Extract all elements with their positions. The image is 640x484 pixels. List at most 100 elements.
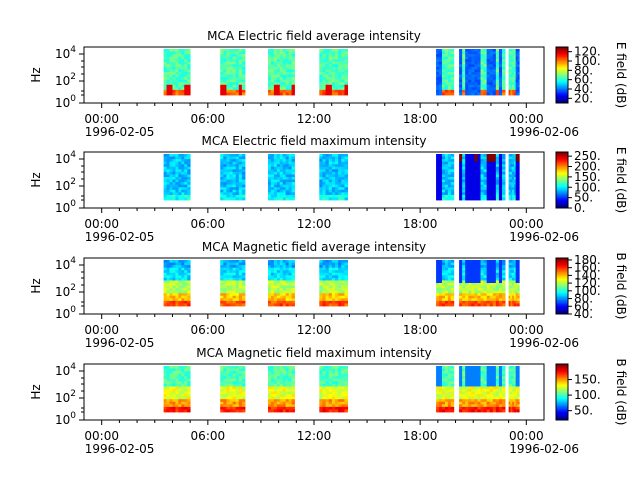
spectrogram-cell <box>465 401 469 405</box>
spectrogram-cell <box>474 300 478 304</box>
spectrogram-cell <box>169 373 173 377</box>
spectrogram-cell <box>178 371 182 375</box>
spectrogram-cell <box>175 267 179 271</box>
spectrogram-cell <box>471 295 475 299</box>
spectrogram-cell <box>515 409 518 413</box>
spectrogram-cell <box>436 300 440 304</box>
spectrogram-cell <box>325 298 330 302</box>
spectrogram-cell <box>238 159 243 163</box>
spectrogram-cell <box>512 54 515 58</box>
spectrogram-cell <box>181 84 185 88</box>
spectrogram-cell <box>273 54 278 58</box>
spectrogram-cell <box>465 293 469 297</box>
spectrogram-cell <box>471 399 475 403</box>
spectrogram-cell <box>169 194 173 198</box>
spectrogram-cell <box>331 182 336 186</box>
spectrogram-cell <box>459 61 463 65</box>
spectrogram-cell <box>226 82 230 86</box>
spectrogram-cell <box>279 371 284 375</box>
spectrogram-cell <box>223 262 227 266</box>
spectrogram-cell <box>325 272 330 276</box>
spectrogram-cell <box>181 77 185 81</box>
spectrogram-cell <box>288 84 292 88</box>
spectrogram-cell <box>331 285 336 289</box>
spectrogram-cell <box>498 49 503 52</box>
spectrogram-cell <box>241 295 246 299</box>
spectrogram-cell <box>486 87 491 91</box>
spectrogram-cell <box>492 371 497 375</box>
spectrogram-cell <box>241 298 246 302</box>
spectrogram-cell <box>468 373 472 377</box>
spectrogram-cell <box>331 394 336 398</box>
spectrogram-cell <box>513 156 517 160</box>
spectrogram-cell <box>184 298 188 302</box>
spectrogram-cell <box>498 169 503 173</box>
spectrogram-cell <box>474 179 478 183</box>
spectrogram-cell <box>181 275 185 279</box>
spectrogram-cell <box>439 396 443 400</box>
colorbar-swatch <box>556 294 568 297</box>
spectrogram-cell <box>175 179 179 183</box>
spectrogram-cell <box>169 295 173 299</box>
spectrogram-cell <box>480 77 485 81</box>
spectrogram-cell <box>344 394 349 398</box>
spectrogram-cell <box>510 61 513 65</box>
spectrogram-cell <box>517 381 520 385</box>
spectrogram-cell <box>515 82 518 86</box>
spectrogram-cell <box>226 288 230 292</box>
spectrogram-cell <box>229 51 234 55</box>
spectrogram-cell <box>181 197 185 201</box>
spectrogram-cell <box>462 177 466 180</box>
spectrogram-cell <box>268 283 272 286</box>
spectrogram-cell <box>235 72 240 75</box>
spectrogram-cell <box>341 164 345 168</box>
spectrogram-cell <box>480 368 485 372</box>
spectrogram-cell <box>288 280 292 284</box>
spectrogram-cell <box>241 262 246 266</box>
spectrogram-cell <box>241 194 246 198</box>
spectrogram-cell <box>495 409 500 413</box>
spectrogram-cell <box>344 277 349 281</box>
spectrogram-cell <box>508 406 511 410</box>
colorbar-swatch <box>556 262 568 265</box>
spectrogram-cell <box>238 179 243 183</box>
spectrogram-cell <box>226 383 230 387</box>
spectrogram-cell <box>285 89 290 93</box>
spectrogram-cell <box>477 394 481 398</box>
colorbar-swatch <box>556 284 568 287</box>
spectrogram-cell <box>480 295 485 299</box>
spectrogram-cell <box>462 404 466 408</box>
spectrogram-cell <box>468 184 472 188</box>
spectrogram-cell <box>439 280 443 284</box>
spectrogram-cell <box>235 161 240 165</box>
spectrogram-cell <box>441 272 446 276</box>
colorbar-tick-label: 50. <box>574 404 593 418</box>
spectrogram-cell <box>325 51 330 55</box>
spectrogram-cell <box>220 89 224 93</box>
spectrogram-cell <box>291 184 295 188</box>
spectrogram-cell <box>483 87 488 91</box>
spectrogram-cell <box>468 84 472 88</box>
spectrogram-cell <box>436 381 440 385</box>
spectrogram-cell <box>232 290 237 294</box>
spectrogram-cell <box>338 197 342 201</box>
spectrogram-cell <box>474 59 478 63</box>
spectrogram-cell <box>268 277 272 281</box>
spectrogram-cell <box>477 373 481 377</box>
spectrogram-cell <box>288 77 292 81</box>
spectrogram-cell <box>450 401 455 405</box>
spectrogram-cell <box>181 79 185 83</box>
spectrogram-cell <box>226 159 230 163</box>
spectrogram-cell <box>276 192 281 196</box>
spectrogram-cell <box>335 169 339 173</box>
spectrogram-cell <box>468 74 472 78</box>
spectrogram-cell <box>344 56 349 60</box>
spectrogram-cell <box>285 399 290 403</box>
spectrogram-cell <box>441 295 446 299</box>
spectrogram-cell <box>474 376 478 380</box>
spectrogram-cell <box>166 154 170 157</box>
colorbar-swatch <box>556 87 568 90</box>
spectrogram-cell <box>465 74 469 78</box>
colorbar-tick-label: 180. <box>574 253 601 267</box>
spectrogram-cell <box>285 381 290 385</box>
